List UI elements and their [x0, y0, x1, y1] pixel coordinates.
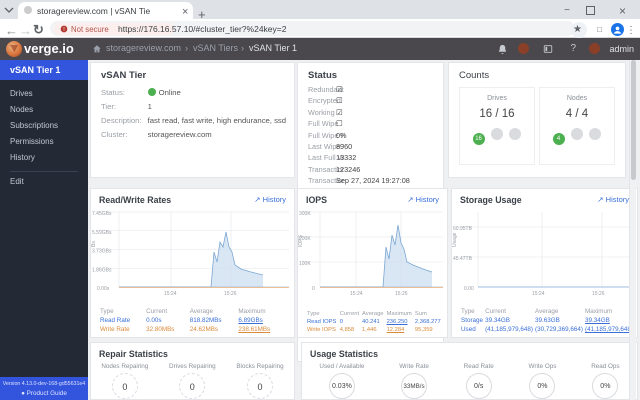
svg-text:15:26: 15:26 [395, 291, 408, 297]
svg-text:Usage: Usage [452, 232, 458, 247]
svg-text:15:26: 15:26 [592, 291, 605, 297]
svg-text:15:24: 15:24 [350, 291, 363, 297]
svg-text:100K: 100K [299, 261, 311, 267]
svg-text:0: 0 [312, 286, 315, 292]
svg-text:7.45GBs: 7.45GBs [92, 211, 112, 217]
svg-text:60.95TB: 60.95TB [453, 226, 473, 232]
svg-text:Bs: Bs [91, 241, 97, 247]
svg-text:15:26: 15:26 [224, 291, 237, 297]
svg-text:3.73GBs: 3.73GBs [92, 249, 112, 255]
svg-text:0.00s: 0.00s [97, 286, 110, 292]
svg-text:5.59GBs: 5.59GBs [92, 230, 112, 236]
svg-text:1.86GBs: 1.86GBs [92, 267, 112, 273]
svg-text:15:24: 15:24 [164, 291, 177, 297]
svg-text:45.47TB: 45.47TB [453, 256, 473, 262]
svg-text:IOPS: IOPS [298, 234, 304, 247]
svg-text:15:24: 15:24 [532, 291, 545, 297]
svg-text:300K: 300K [299, 211, 311, 217]
svg-text:0.00: 0.00 [464, 286, 474, 292]
